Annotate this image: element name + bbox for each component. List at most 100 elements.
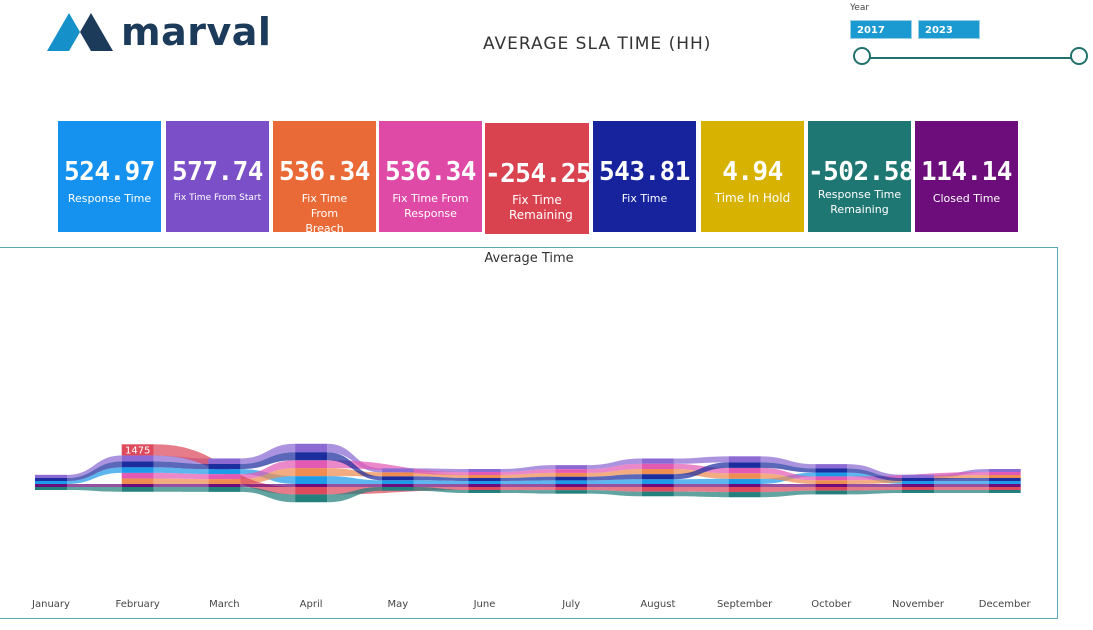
bar-response-time-remaining — [555, 490, 588, 494]
bar-closed-time — [988, 484, 1021, 487]
x-tick-label: April — [300, 599, 323, 610]
bar-fix-time — [988, 478, 1021, 481]
bar-response-time — [121, 467, 154, 473]
bar-closed-time — [208, 484, 241, 487]
bar-fix-time-from-response — [121, 472, 154, 479]
data-label: 1475 — [125, 445, 150, 456]
bar-fix-time-from-response — [208, 474, 241, 480]
bar-fix-time-from-response — [641, 463, 674, 470]
ribbon-fix-time-from-response — [500, 469, 556, 475]
bar-fix-time-from-breach — [468, 475, 501, 478]
ribbon-fix-time-from-breach — [760, 473, 816, 484]
ribbon-fix-time-from-breach — [587, 469, 642, 477]
year-slider-end-handle[interactable] — [1070, 47, 1088, 65]
kpi-response-time-remaining: -502.58 Response Time Remaining — [808, 121, 915, 232]
bar-fix-time-from-start — [468, 469, 501, 472]
x-tick-label: February — [116, 599, 160, 610]
bar-fix-time-from-response — [988, 472, 1021, 475]
ribbon-fix-time-from-response — [760, 467, 816, 481]
ribbon-response-time-remaining — [413, 487, 469, 493]
ribbon-fix-time-remaining — [587, 487, 642, 492]
bar-closed-time — [815, 484, 848, 487]
kpi-label: Fix Time Remaining — [509, 193, 573, 222]
ribbon-fix-time — [587, 474, 642, 481]
bar-fix-time-from-start — [121, 455, 154, 462]
kpi-response-time: 524.97 Response Time — [58, 121, 161, 232]
bar-fix-time-from-start — [208, 458, 241, 464]
bar-fix-time-from-response — [728, 467, 761, 474]
year-from-input[interactable]: 2017 — [850, 20, 912, 39]
bars-layer — [35, 443, 1021, 503]
bar-fix-time — [641, 474, 674, 480]
ribbon-closed-time — [500, 484, 556, 487]
ribbon-response-time-remaining — [67, 487, 122, 492]
bar-fix-time-from-start — [641, 458, 674, 464]
ribbon-response-time — [67, 467, 122, 484]
kpi-label: Fix Time From Response — [392, 192, 469, 220]
kpi-value: 536.34 — [385, 157, 476, 187]
bar-response-time-remaining — [35, 487, 67, 490]
ribbon-fix-time-from-start — [500, 465, 556, 472]
bar-fix-time-from-breach — [295, 468, 328, 477]
kpi-fix-time-from-start: 577.74 Fix Time From Start — [166, 121, 269, 232]
bar-response-time — [641, 479, 674, 484]
ribbon-fix-time-remaining — [760, 487, 816, 493]
x-tick-label: December — [979, 599, 1032, 610]
ribbon-fix-time-remaining — [934, 487, 989, 490]
ribbon-closed-time — [67, 484, 122, 487]
kpi-label: Time In Hold — [714, 191, 791, 205]
bar-response-time — [988, 481, 1021, 484]
ribbon-fix-time-from-start — [760, 456, 816, 469]
bar-fix-time-from-start — [555, 465, 588, 470]
year-filter-label: Year — [850, 3, 870, 13]
ribbon-response-time — [587, 479, 642, 484]
ribbon-fix-time — [673, 462, 729, 480]
kpi-value: -502.58 — [808, 157, 915, 187]
bar-response-time-remaining — [641, 491, 674, 497]
bar-response-time-remaining — [902, 490, 934, 493]
bar-response-time-remaining — [815, 490, 848, 495]
bar-closed-time — [468, 484, 501, 487]
kpi-value: 524.97 — [64, 157, 155, 187]
bar-fix-time-from-start — [815, 464, 848, 469]
bar-closed-time — [121, 484, 154, 487]
bar-fix-time-remaining — [295, 487, 328, 495]
kpi-value: 536.34 — [279, 157, 370, 187]
bar-closed-time — [902, 484, 934, 487]
year-slider-track[interactable] — [862, 57, 1080, 59]
bar-fix-time-remaining — [902, 487, 934, 490]
ribbon-closed-time — [327, 484, 382, 487]
ribbon-fix-time — [153, 461, 209, 470]
ribbon-closed-time — [587, 484, 642, 487]
kpi-value: 4.94 — [722, 157, 783, 187]
ribbon-closed-time — [240, 484, 296, 487]
ribbon-fix-time-from-response — [327, 460, 469, 475]
bar-response-time — [295, 476, 328, 484]
ribbon-fix-time-from-breach — [500, 472, 556, 478]
ribbon-response-time-remaining — [587, 490, 642, 497]
kpi-label: Fix Time — [621, 192, 668, 205]
ribbon-response-time — [673, 478, 729, 484]
x-tick-label: January — [31, 599, 70, 610]
ribbon-response-time — [327, 476, 382, 484]
x-tick-label: October — [811, 599, 852, 610]
kpi-label: Closed Time — [932, 192, 1001, 205]
logo-text: marval — [121, 10, 272, 54]
bar-fix-time-remaining — [555, 487, 588, 491]
bar-fix-time-from-start — [988, 469, 1021, 472]
ribbon-fix-time-remaining — [673, 487, 729, 493]
bar-response-time-remaining — [208, 487, 241, 492]
marval-logo: marval — [47, 12, 271, 52]
ribbon-fix-time-from-breach — [153, 478, 209, 484]
bar-fix-time — [381, 476, 414, 481]
bar-response-time — [208, 469, 241, 475]
year-slider-start-handle[interactable] — [853, 47, 871, 65]
bar-fix-time — [815, 468, 848, 473]
year-to-input[interactable]: 2023 — [918, 20, 980, 39]
bar-fix-time-from-start — [381, 468, 414, 473]
ribbon-response-time-remaining — [673, 491, 729, 498]
ribbon-closed-time — [847, 484, 902, 487]
chart-frame — [0, 247, 1058, 619]
kpi-label: Fix Time From Breach — [301, 192, 348, 235]
x-tick-label: August — [640, 599, 675, 610]
